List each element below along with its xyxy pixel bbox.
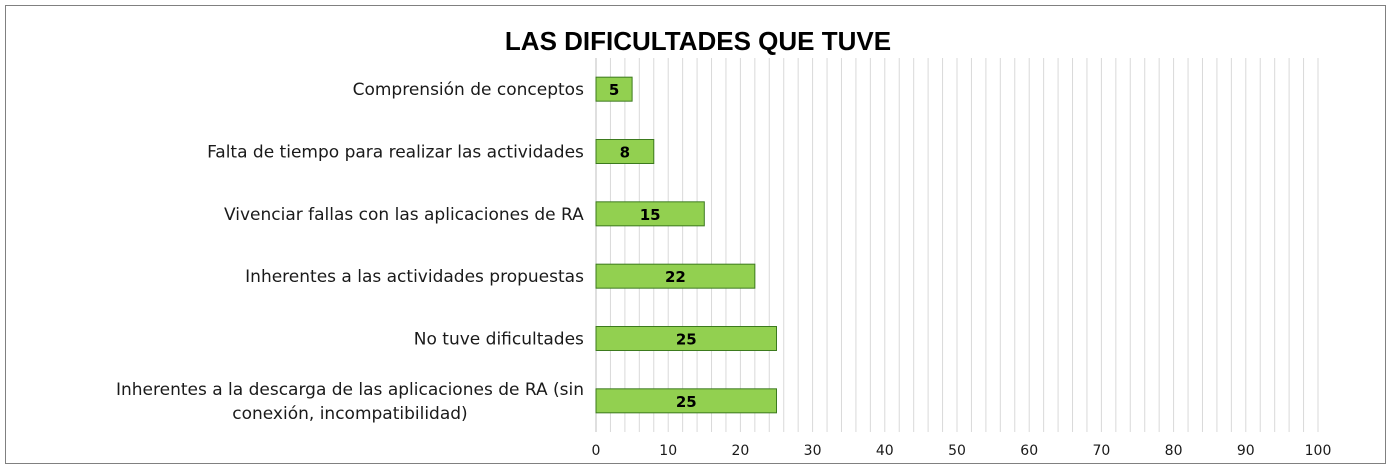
bar xyxy=(595,388,777,414)
x-tick-label: 0 xyxy=(592,443,601,459)
data-labels: 5 8 15 22 25 25 xyxy=(609,81,697,411)
bar xyxy=(595,263,756,289)
category-label: Vivenciar fallas con las aplicaciones de… xyxy=(224,205,584,225)
category-label: Inherentes a la descarga de las aplicaci… xyxy=(116,380,584,424)
gridlines xyxy=(595,58,1319,432)
data-label: 22 xyxy=(665,268,686,286)
chart-title: LAS DIFICULTADES QUE TUVE xyxy=(505,26,891,56)
x-tick-label: 20 xyxy=(731,443,749,459)
x-tick-label: 10 xyxy=(659,443,677,459)
data-label: 15 xyxy=(640,206,661,224)
category-label: Inherentes a las actividades propuestas xyxy=(245,267,584,287)
category-label: No tuve dificultades xyxy=(414,330,584,350)
data-label: 8 xyxy=(620,144,630,162)
bar xyxy=(595,76,633,102)
x-tick-label: 60 xyxy=(1020,443,1038,459)
x-tick-label: 50 xyxy=(948,443,966,459)
bar xyxy=(595,139,655,164)
x-tick-label: 30 xyxy=(804,443,822,459)
x-tick-label: 80 xyxy=(1165,443,1183,459)
category-label: Falta de tiempo para realizar las activi… xyxy=(207,143,584,163)
data-label: 25 xyxy=(676,331,697,349)
bar-chart: LAS DIFICULTADES QUE TUVE Comprensión de… xyxy=(116,26,1332,459)
x-tick-label: 90 xyxy=(1237,443,1255,459)
data-label: 5 xyxy=(609,81,619,99)
x-tick-labels: 0 10 20 30 40 50 60 70 80 90 100 xyxy=(592,443,1332,459)
bar xyxy=(595,201,705,227)
x-tick-label: 70 xyxy=(1092,443,1110,459)
data-label: 25 xyxy=(676,393,697,411)
x-tick-label: 40 xyxy=(876,443,894,459)
chart-frame: LAS DIFICULTADES QUE TUVE Comprensión de… xyxy=(5,5,1386,464)
bar xyxy=(595,326,777,351)
bars xyxy=(595,76,777,414)
category-label: Comprensión de conceptos xyxy=(353,80,584,100)
category-labels: Comprensión de conceptos Falta de tiempo … xyxy=(116,80,584,424)
x-tick-label: 100 xyxy=(1305,443,1332,459)
